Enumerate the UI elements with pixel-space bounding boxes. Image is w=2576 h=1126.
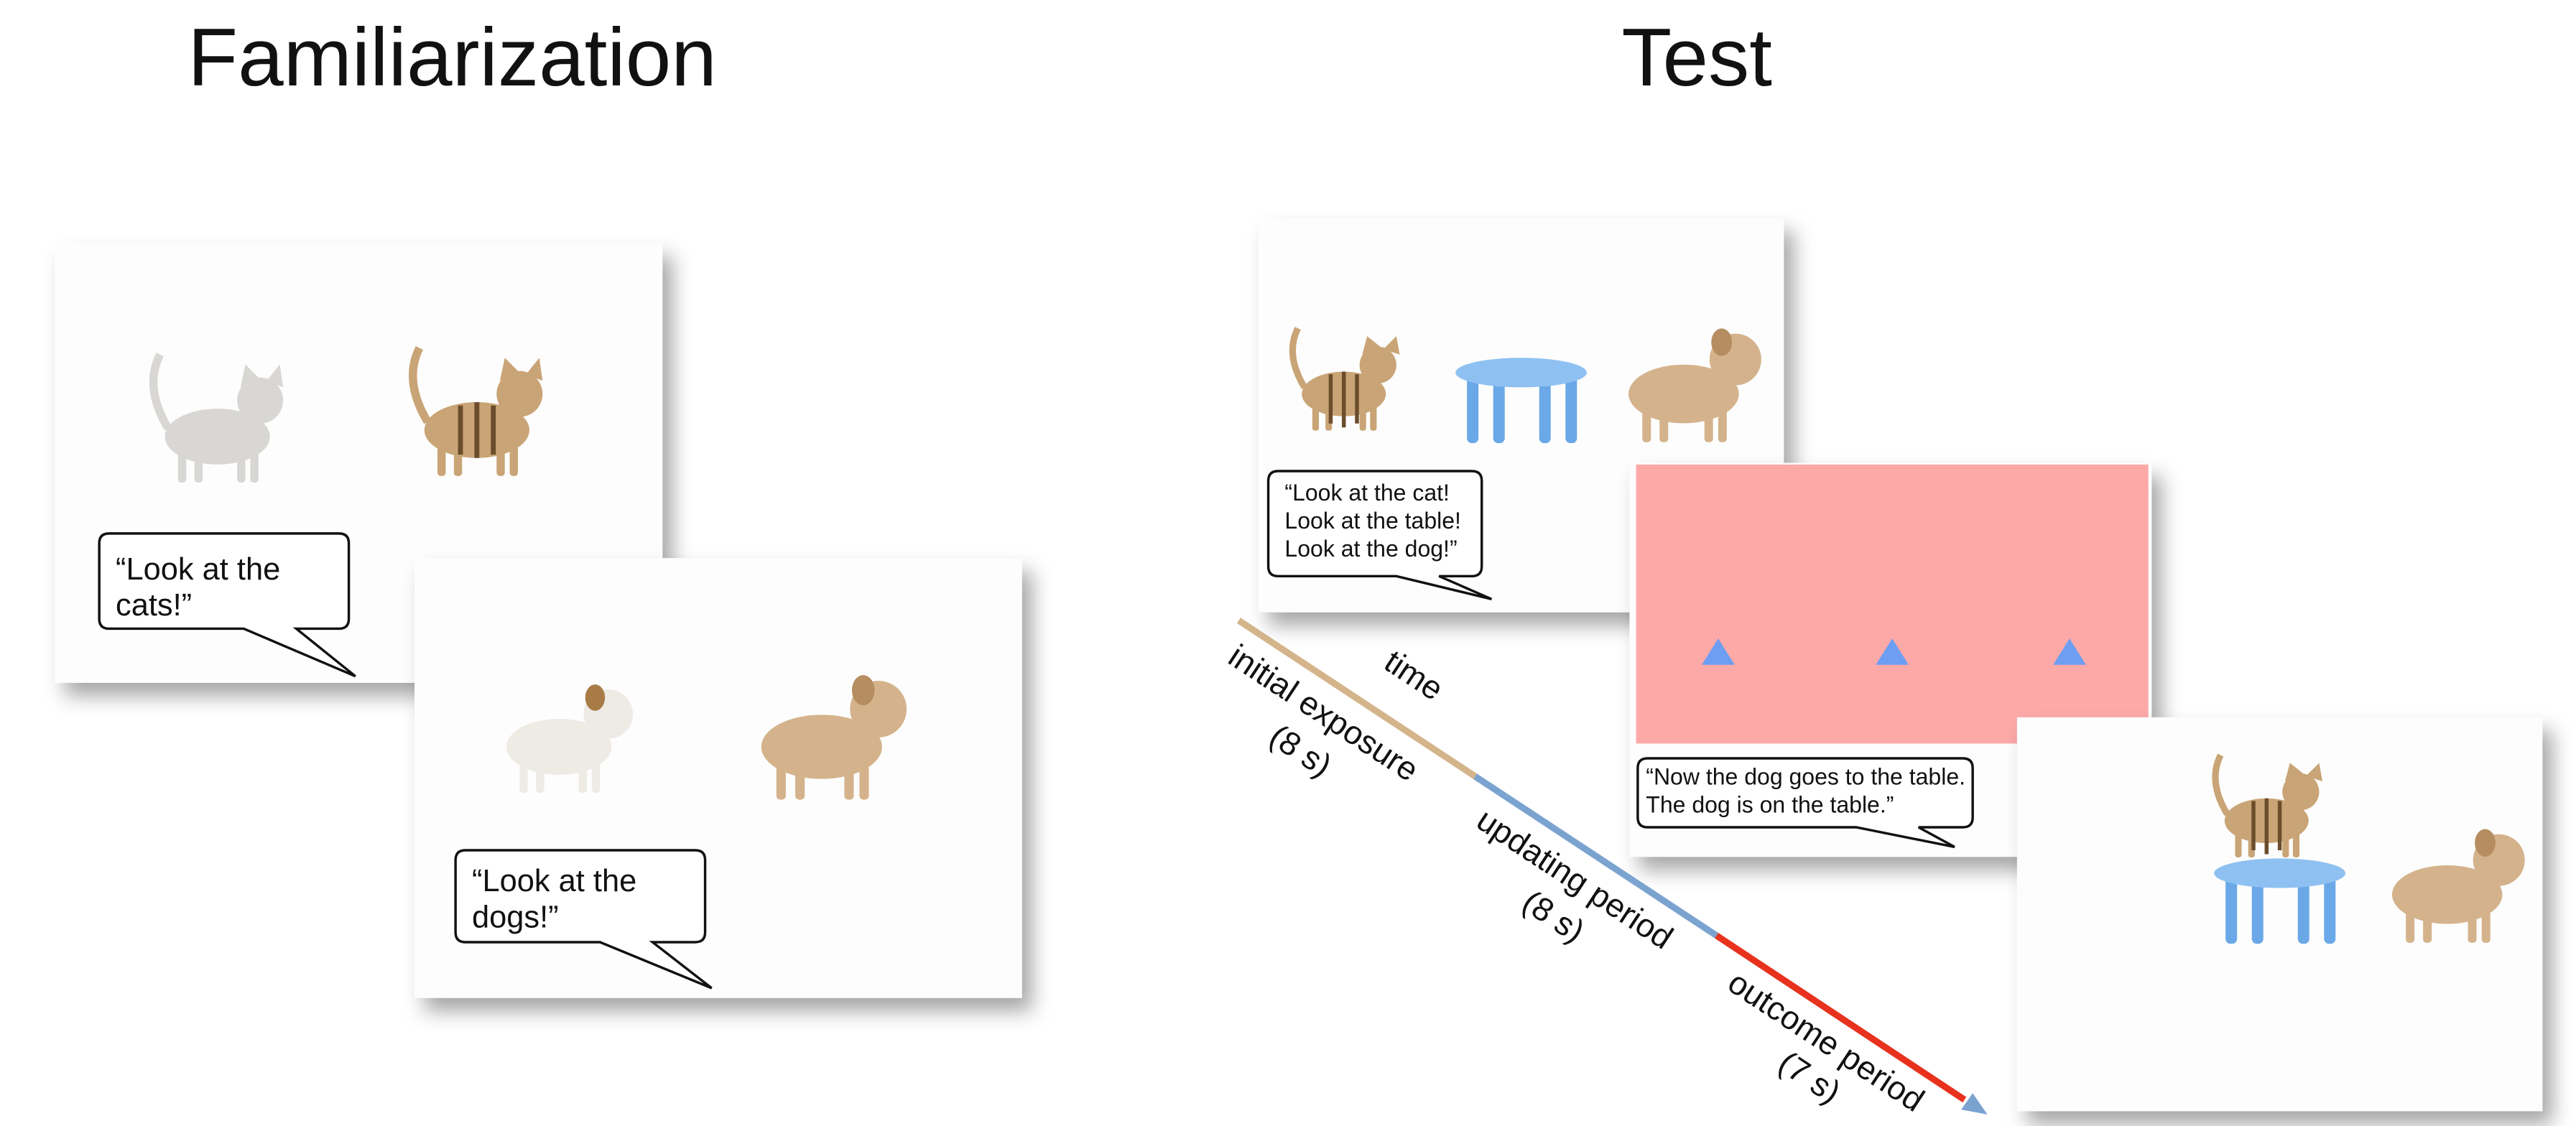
section-title: Test: [1621, 12, 1772, 103]
table-leg: [2225, 875, 2238, 944]
ear: [585, 684, 606, 711]
section-title: Familiarization: [187, 12, 717, 103]
body: [506, 719, 612, 775]
bubble-text: “Look at the: [472, 864, 636, 898]
dog: [1628, 328, 1761, 442]
scene-card: “Look at the cats!”: [55, 243, 663, 683]
tail: [1289, 327, 1307, 389]
table-leg: [1493, 374, 1505, 444]
cat: [1289, 327, 1400, 431]
body: [1628, 364, 1739, 424]
axis-label: time: [1378, 643, 1450, 707]
bubble-text: “Look at the cat!: [1284, 480, 1449, 506]
dog: [761, 675, 907, 800]
body: [761, 715, 882, 779]
table-leg: [1467, 374, 1479, 444]
cat: [409, 346, 543, 476]
bubble-text: “Look at the: [116, 552, 280, 587]
ears: [499, 358, 543, 381]
table-leg: [2297, 875, 2309, 944]
scene-card: [2016, 717, 2543, 1112]
ears: [2284, 763, 2322, 781]
table-leg: [1539, 374, 1551, 444]
cat: [149, 353, 284, 483]
table: [2214, 858, 2345, 944]
speech-bubble: [1636, 757, 1974, 849]
bubble-text: The dog is on the table.”: [1646, 791, 1894, 817]
table-top: [2214, 858, 2345, 888]
cat: [2212, 753, 2322, 858]
tail: [409, 346, 432, 424]
head: [1359, 346, 1396, 383]
table-leg: [2251, 875, 2264, 944]
bubble-text: dogs!”: [472, 900, 559, 934]
ears: [1362, 336, 1400, 355]
body: [2391, 865, 2503, 924]
dog: [2391, 829, 2525, 943]
ear: [1711, 328, 1733, 356]
bubble-text: cats!”: [116, 588, 192, 623]
triangle: [1702, 638, 1735, 665]
dog: [506, 684, 633, 793]
head: [2282, 773, 2320, 811]
speech-bubble: [454, 849, 713, 990]
triangle: [2053, 638, 2086, 665]
body: [165, 409, 270, 465]
bubble-text: Look at the table!: [1284, 508, 1461, 534]
head: [496, 371, 543, 417]
speech-bubble: [98, 532, 356, 678]
timeline-segment: [1473, 773, 1719, 939]
speech-bubble: [1266, 470, 1493, 600]
ears: [240, 364, 284, 388]
bubble-text: “Now the dog goes to the table.: [1646, 764, 1965, 790]
tail: [149, 353, 172, 431]
stripes: [1328, 371, 1359, 428]
table-leg: [1565, 374, 1577, 444]
timeline-segment: [1236, 618, 1478, 779]
ear: [2475, 829, 2496, 857]
table-leg: [2324, 875, 2336, 944]
arrowhead: [1961, 1093, 1988, 1115]
ear: [851, 675, 875, 706]
triangle: [1876, 638, 1909, 665]
table: [1455, 358, 1587, 444]
tail: [2212, 753, 2230, 816]
table-top: [1455, 358, 1587, 388]
timeline-segment: [1715, 933, 1967, 1103]
stripes: [458, 402, 496, 458]
scene-card: “Look at the dogs!”: [414, 558, 1022, 998]
head: [237, 377, 284, 424]
bubble-text: Look at the dog!”: [1284, 536, 1457, 562]
occluder: [1636, 464, 2149, 744]
stripes: [2251, 798, 2282, 855]
